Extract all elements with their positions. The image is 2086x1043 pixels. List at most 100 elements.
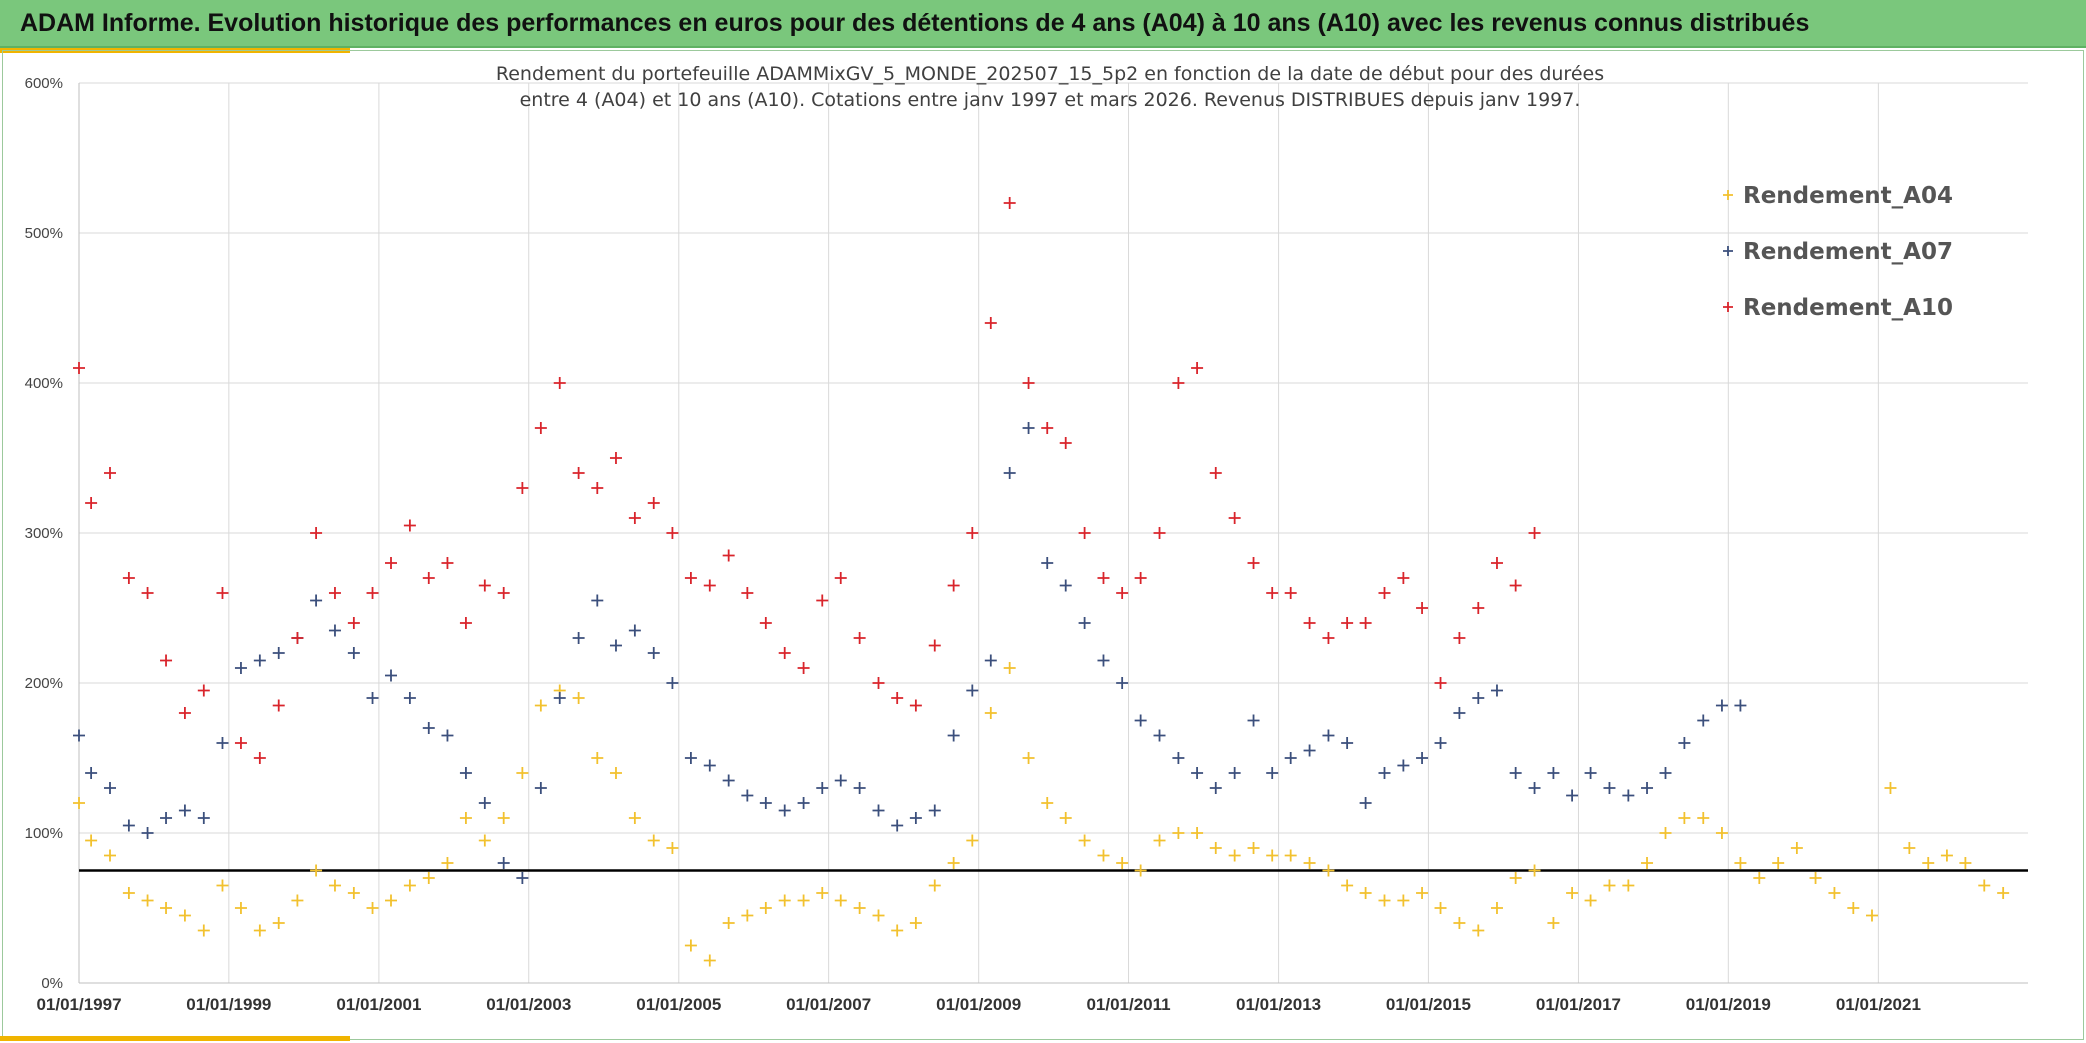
data-point: [984, 654, 997, 667]
data-point: [722, 917, 735, 929]
data-point: [1153, 729, 1166, 742]
accent-bar-bottom: [0, 1036, 350, 1041]
data-point: [1734, 857, 1747, 869]
data-point: [459, 617, 472, 629]
data-point: [1209, 467, 1222, 479]
data-point: [141, 587, 154, 599]
data-point: [703, 954, 716, 967]
data-point: [1078, 527, 1091, 539]
data-point: [310, 527, 323, 539]
data-point: [1134, 572, 1147, 584]
data-point: [534, 699, 547, 712]
data-point: [703, 759, 716, 772]
data-point: [1247, 842, 1260, 854]
data-point: [122, 572, 135, 584]
data-point: [834, 774, 847, 787]
data-point: [1547, 917, 1560, 929]
data-point: [797, 797, 810, 809]
data-point: [1059, 437, 1072, 449]
legend-marker: [1723, 190, 1733, 200]
data-point: [1059, 579, 1072, 592]
data-point: [609, 639, 622, 652]
data-point: [834, 572, 847, 584]
data-point: [1284, 587, 1297, 599]
data-point: [1322, 864, 1335, 877]
data-point: [1172, 827, 1185, 839]
data-point: [1041, 422, 1054, 434]
data-point: [1828, 887, 1841, 899]
data-point: [797, 662, 810, 674]
data-point: [1022, 422, 1035, 434]
data-point: [385, 669, 398, 682]
data-point: [1378, 767, 1391, 779]
chart-title: Rendement du portefeuille ADAMMixGV_5_MO…: [496, 63, 1604, 111]
data-point: [272, 917, 285, 929]
data-point: [366, 692, 379, 704]
data-point: [1641, 782, 1654, 794]
data-point: [1059, 812, 1072, 824]
data-point: [1884, 782, 1897, 794]
data-point: [909, 917, 922, 929]
data-point: [1003, 197, 1016, 209]
data-point: [1359, 617, 1372, 629]
data-point: [422, 722, 435, 734]
data-point: [816, 782, 829, 794]
data-point: [1397, 759, 1410, 772]
data-point: [872, 909, 885, 922]
data-point: [1341, 737, 1354, 749]
legend-label: Rendement_A07: [1743, 239, 1953, 265]
data-point: [1041, 557, 1054, 569]
data-point: [1172, 377, 1185, 389]
data-point: [1191, 827, 1204, 839]
data-point: [1228, 849, 1241, 862]
data-point: [647, 834, 660, 847]
data-point: [1472, 692, 1485, 704]
report-banner: ADAM Informe. Evolution historique des p…: [0, 0, 2086, 48]
data-point: [534, 422, 547, 434]
data-point: [1416, 602, 1429, 614]
data-point: [1490, 684, 1503, 697]
data-point: [947, 857, 960, 869]
data-point: [947, 729, 960, 742]
data-point: [984, 707, 997, 719]
x-tick-label: 01/01/2003: [486, 995, 571, 1014]
data-point: [1397, 572, 1410, 584]
data-point: [441, 857, 454, 869]
data-point: [1434, 677, 1447, 689]
data-point: [1940, 849, 1953, 862]
data-point: [328, 587, 341, 599]
data-point: [478, 834, 491, 847]
data-point: [1659, 827, 1672, 839]
data-point: [741, 909, 754, 922]
data-point: [216, 587, 229, 599]
data-point: [366, 902, 379, 914]
data-point: [1078, 617, 1091, 629]
data-point: [1622, 879, 1635, 892]
data-point: [591, 752, 604, 764]
data-point: [1509, 767, 1522, 779]
data-point: [1228, 512, 1241, 524]
data-point: [347, 617, 360, 629]
data-point: [1134, 714, 1147, 727]
data-point: [759, 797, 772, 809]
y-tick-label: 300%: [25, 525, 63, 542]
series-Rendement_A07: [73, 422, 1747, 884]
data-point: [516, 482, 529, 494]
data-point: [122, 887, 135, 899]
data-point: [741, 587, 754, 599]
data-point: [1697, 812, 1710, 824]
data-point: [722, 774, 735, 787]
data-point: [947, 579, 960, 592]
data-point: [591, 594, 604, 607]
data-point: [966, 527, 979, 539]
data-point: [1003, 662, 1016, 674]
data-point: [1584, 767, 1597, 779]
data-point: [703, 579, 716, 592]
data-point: [816, 594, 829, 607]
data-point: [85, 497, 98, 509]
data-point: [516, 767, 529, 779]
grid-lines: [78, 82, 2028, 984]
data-point: [216, 879, 229, 892]
data-point: [1528, 864, 1541, 877]
data-point: [684, 939, 697, 952]
